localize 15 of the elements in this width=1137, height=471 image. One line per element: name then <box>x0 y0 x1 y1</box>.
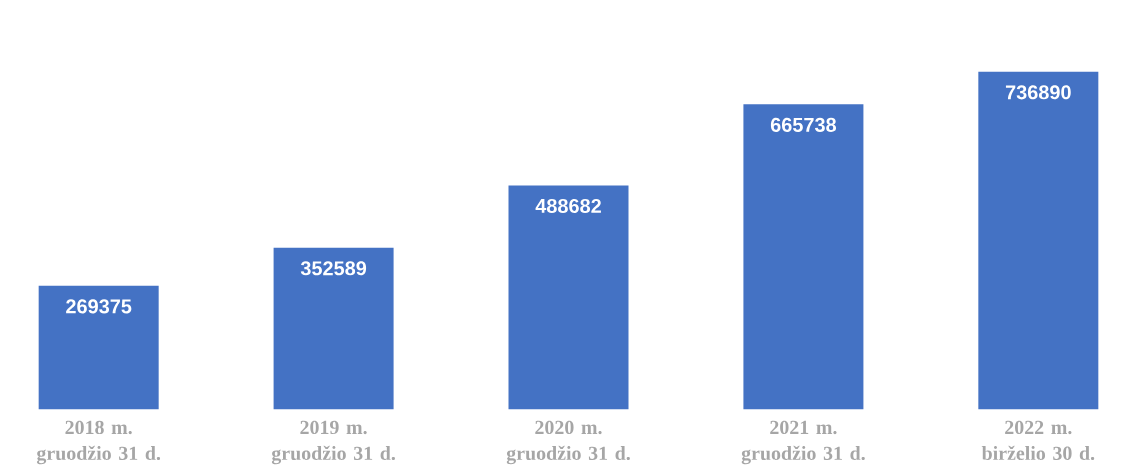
x-tick-label: 2018 m. gruodžio 31 d. <box>36 420 161 465</box>
bar <box>38 285 159 410</box>
bar <box>978 71 1099 410</box>
bar <box>508 185 629 410</box>
data-label: 736890 <box>1005 85 1071 100</box>
data-label: 352589 <box>300 261 367 276</box>
x-tick-label: 2021 m. gruodžio 31 d. <box>741 420 865 465</box>
x-tick-label: 2020 m. gruodžio 31 d. <box>506 420 630 465</box>
data-label: 665738 <box>770 117 837 132</box>
data-label: 269375 <box>66 299 132 314</box>
bar <box>273 247 394 410</box>
x-tick-label: 2019 m. gruodžio 31 d. <box>271 420 395 465</box>
x-tick-label: 2022 m. birželio 30 d. <box>981 420 1095 461</box>
data-label: 488682 <box>535 198 601 214</box>
bar <box>743 104 864 410</box>
